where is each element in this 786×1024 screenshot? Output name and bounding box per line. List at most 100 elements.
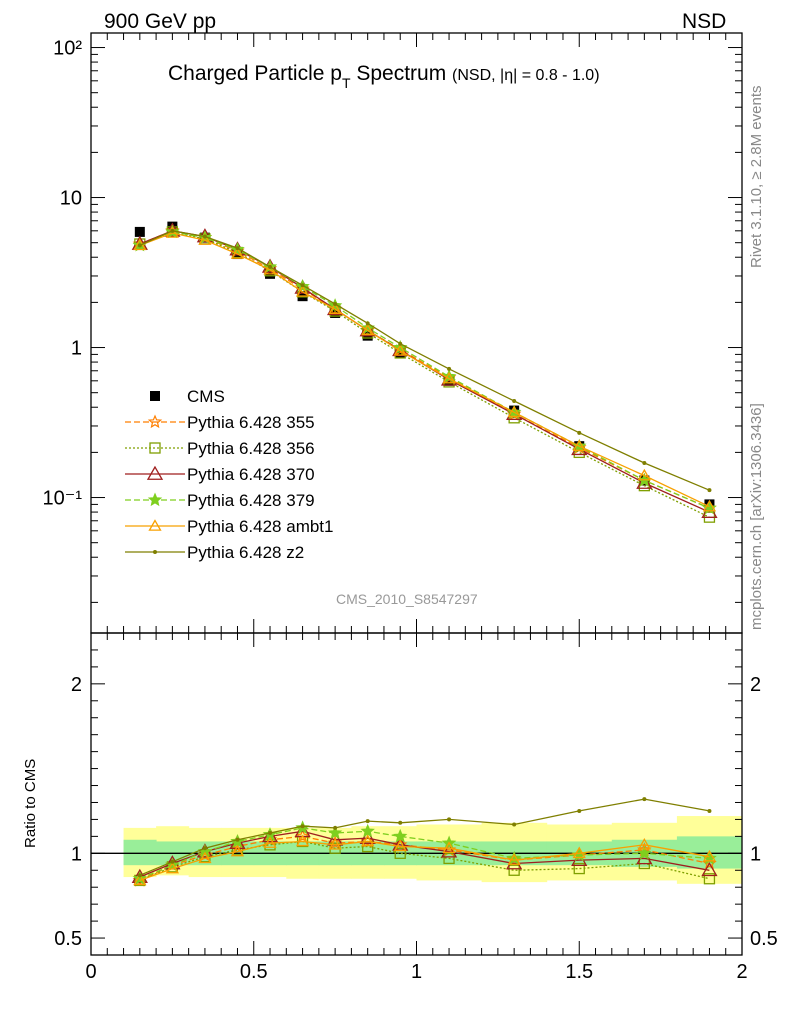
triangle-marker	[230, 247, 245, 259]
ratio-y-tick-label: 0.5	[54, 928, 82, 950]
triangle-marker	[261, 828, 279, 843]
triangle-marker	[507, 405, 521, 418]
legend-entry: Pythia 6.428 356	[125, 439, 315, 458]
chart-title: Charged Particle pT Spectrum (NSD, |η| =…	[168, 62, 600, 91]
triangle-marker	[361, 834, 375, 847]
data-marker	[134, 226, 145, 237]
ratio-series-line	[139, 840, 710, 882]
dot-marker	[447, 366, 452, 371]
dot-marker	[268, 264, 273, 269]
ratio-y-tick-label-right: 0.5	[750, 928, 778, 950]
legend-label: Pythia 6.428 z2	[187, 543, 304, 562]
dot-marker	[577, 430, 582, 435]
y-tick-label: 1	[71, 338, 82, 360]
main-series-pythia-6-428-ambt1	[133, 226, 717, 512]
triangle-marker	[328, 838, 342, 850]
legend-entry: Pythia 6.428 z2	[125, 543, 304, 562]
title-detail: (NSD, |η| = 0.8 - 1.0)	[452, 67, 600, 84]
triangle-marker	[442, 371, 456, 384]
triangle-marker	[393, 839, 407, 852]
star-marker	[392, 828, 408, 843]
dot-marker	[642, 797, 647, 802]
legend-label: Pythia 6.428 ambt1	[187, 517, 333, 536]
ratio-y-tick-label: 1	[71, 843, 82, 865]
dot-marker	[365, 819, 370, 824]
data-marker	[150, 391, 160, 401]
square-marker	[703, 873, 716, 885]
dot-marker	[333, 825, 338, 830]
ratio-y-tick-label-right: 1	[750, 843, 761, 865]
dot-marker	[170, 859, 175, 864]
data-marker	[395, 347, 406, 358]
dot-marker	[333, 302, 338, 307]
dot-marker	[642, 460, 647, 465]
triangle-marker	[572, 439, 586, 451]
triangle-marker	[198, 233, 212, 245]
square-marker	[394, 847, 406, 859]
legend-label: Pythia 6.428 379	[187, 491, 315, 510]
ratio-series-pythia-6-428-ambt1	[133, 834, 717, 886]
source-label: mcplots.cern.ch [arXiv:1306.3436]	[748, 403, 765, 630]
triangle-marker	[572, 846, 586, 859]
triangle-marker	[637, 838, 651, 850]
title-main: Charged Particle p	[168, 62, 342, 85]
x-tick-label: 1.5	[565, 961, 593, 983]
dot-marker	[153, 550, 157, 554]
triangle-marker	[165, 861, 179, 874]
dot-marker	[137, 243, 142, 248]
triangle-marker	[198, 851, 212, 864]
dot-marker	[398, 820, 403, 825]
main-series-line	[139, 230, 710, 491]
y-tick-label: 10	[60, 188, 82, 210]
ratio-series-line	[139, 798, 710, 876]
legend-entry: CMS	[150, 387, 225, 406]
dot-marker	[365, 321, 370, 326]
triangle-marker	[295, 834, 310, 847]
main-series-pythia-6-428-z2	[137, 228, 712, 493]
square-marker	[573, 862, 585, 875]
dot-marker	[577, 808, 582, 813]
dot-marker	[447, 817, 452, 822]
energy-label: 900 GeV pp	[104, 10, 217, 33]
legend-label: Pythia 6.428 370	[187, 465, 315, 484]
dot-marker	[137, 873, 142, 878]
square-marker	[149, 442, 161, 454]
triangle-marker	[230, 844, 245, 857]
legend-entry: Pythia 6.428 370	[125, 465, 315, 484]
ratio-y-tick-label-right: 2	[750, 674, 761, 696]
legend-label: CMS	[187, 387, 225, 406]
star-marker	[295, 828, 310, 843]
square-marker	[508, 864, 520, 876]
rivet-version-label: Rivet 3.1.10, ≥ 2.8M events	[748, 85, 765, 269]
triangle-marker	[440, 843, 458, 858]
dot-marker	[170, 228, 175, 233]
main-series-line	[139, 232, 710, 508]
star-marker	[360, 823, 375, 838]
dot-marker	[398, 341, 403, 346]
y-tick-label: 10²	[53, 38, 82, 60]
dot-marker	[268, 830, 273, 835]
dot-marker	[512, 399, 517, 404]
legend-label: Pythia 6.428 356	[187, 439, 315, 458]
title-subscript: T	[341, 75, 351, 91]
triangle-marker	[701, 861, 718, 877]
triangle-marker	[263, 836, 277, 848]
x-tick-label: 0.5	[240, 961, 268, 983]
x-tick-label: 1	[411, 961, 422, 983]
dot-marker	[202, 846, 207, 851]
ratio-plot-frame	[90, 632, 743, 956]
dot-marker	[512, 822, 517, 827]
triangle-marker	[146, 465, 164, 480]
ratio-inner-band	[123, 839, 157, 866]
star-marker	[702, 855, 717, 870]
analysis-watermark: CMS_2010_S8547297	[336, 591, 478, 607]
dot-marker	[300, 824, 305, 829]
star-marker	[392, 837, 408, 852]
star-marker	[147, 492, 163, 507]
y-tick-label: 10⁻¹	[43, 488, 83, 510]
triangle-marker	[359, 322, 376, 337]
triangle-marker	[328, 302, 342, 315]
star-marker	[637, 845, 652, 860]
square-marker	[443, 852, 455, 865]
